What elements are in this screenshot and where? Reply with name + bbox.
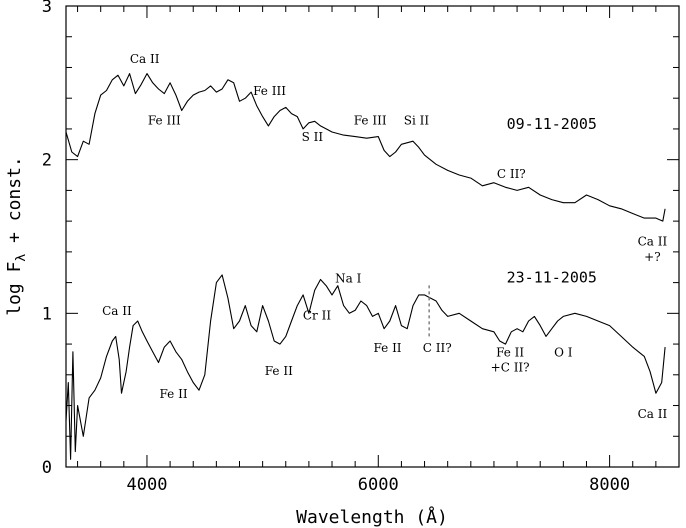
y-tick-label: 2	[42, 151, 52, 171]
y-tick-label: 0	[42, 458, 52, 478]
line-annotation: Fe II	[496, 345, 524, 359]
line-annotation: Ca II	[638, 407, 668, 421]
x-tick-label: 8000	[589, 475, 630, 495]
line-annotation: Na I	[335, 272, 361, 286]
plot-area: 4000 6000 8000 0 1 2 3 09-11-2005 23-11-2005 Ca I…	[42, 0, 680, 495]
y-tick-label: 3	[42, 0, 52, 17]
plot-frame	[65, 5, 680, 468]
line-annotation: Si II	[404, 113, 430, 127]
y-tick-label: 1	[42, 304, 52, 324]
line-annotation: Ca II	[130, 52, 160, 66]
line-annotation: Fe II	[373, 341, 401, 355]
line-annotation: O I	[554, 345, 573, 359]
line-annotation: Fe II	[160, 387, 188, 401]
date-label: 23-11-2005	[507, 269, 597, 287]
line-annotation: +?	[644, 250, 661, 264]
line-annotation: Ca II	[638, 235, 668, 249]
spectrum-line-1	[65, 73, 666, 222]
x-tick-label: 4000	[126, 475, 167, 495]
line-annotation: C II?	[497, 167, 526, 181]
x-axis-title: Wavelength (Å)	[296, 506, 448, 528]
line-annotation: S II	[302, 130, 324, 144]
line-annotation: +C II?	[491, 361, 530, 375]
date-label: 09-11-2005	[507, 115, 597, 133]
y-axis-title: log Fλ + const.	[4, 156, 29, 316]
line-annotation: Fe III	[148, 113, 181, 127]
line-annotation: Fe III	[354, 113, 387, 127]
line-annotation: C II?	[423, 341, 452, 355]
spectrum-line-2	[65, 274, 666, 460]
line-annotation: Ca II	[102, 304, 132, 318]
line-annotation: Fe II	[265, 364, 293, 378]
line-annotation: Cr II	[303, 308, 331, 322]
line-annotation: Fe III	[253, 84, 286, 98]
x-tick-label: 6000	[358, 475, 399, 495]
